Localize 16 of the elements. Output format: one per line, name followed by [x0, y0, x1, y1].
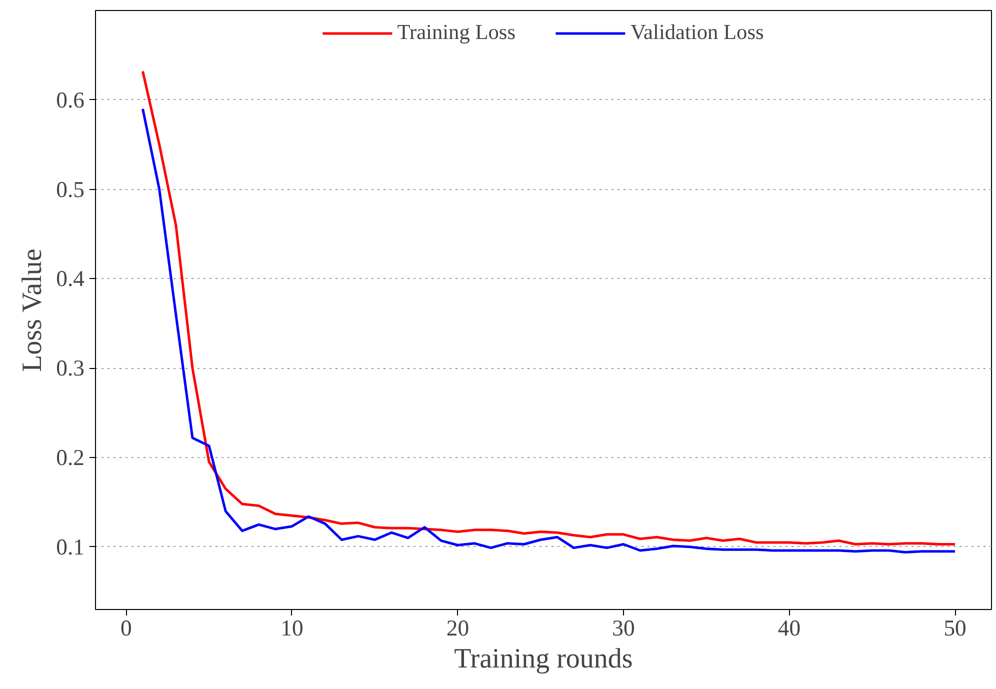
x-tick-label: 50: [944, 616, 966, 640]
y-tick-label: 0.2: [56, 445, 85, 470]
legend-label: Validation Loss: [630, 20, 764, 45]
x-tick-label: 20: [446, 616, 470, 640]
x-tick-label: 10: [280, 616, 304, 640]
y-tick-label: 0.6: [56, 87, 85, 112]
y-tick-label: 0.1: [56, 534, 85, 560]
y-axis-title: Loss Value: [17, 248, 48, 372]
y-tick-label: 0.3: [56, 356, 85, 381]
y-tick-label: 0.4: [56, 266, 85, 292]
x-tick-label: 40: [778, 616, 801, 640]
x-tick-label: 30: [612, 616, 635, 640]
x-axis-title: Training rounds: [454, 644, 633, 674]
x-tick-label: 0: [120, 616, 132, 640]
y-tick-label: 0.5: [56, 176, 85, 202]
legend-label: Training Loss: [397, 20, 516, 45]
